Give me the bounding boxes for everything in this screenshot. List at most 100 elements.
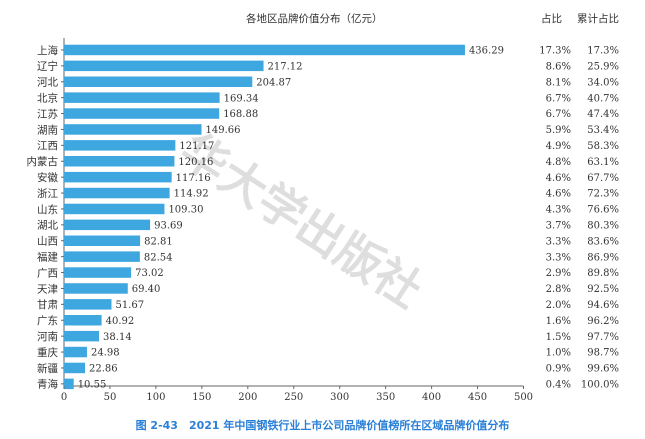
data-label: 69.40 [132, 284, 161, 295]
bar [64, 140, 176, 151]
bar [64, 60, 264, 72]
y-tick-label: 湖南 [37, 123, 58, 136]
share-value: 4.9% [546, 141, 571, 152]
share-column-header: 占比 [541, 13, 562, 25]
share-value: 2.8% [546, 284, 571, 295]
x-tick-label: 200 [238, 392, 257, 403]
bar [64, 203, 165, 215]
share-value: 3.3% [546, 236, 571, 247]
share-value: 2.0% [546, 300, 571, 311]
y-tick-label: 河南 [37, 330, 58, 343]
share-value: 4.8% [546, 157, 571, 168]
cumulative-column-header: 累计占比 [577, 13, 619, 25]
data-label: 109.30 [168, 205, 203, 216]
bar [64, 235, 141, 246]
data-label: 24.98 [91, 348, 120, 359]
cumulative-share-value: 98.7% [587, 348, 619, 359]
y-tick-label: 新疆 [37, 362, 58, 375]
y-tick-label: 江西 [37, 140, 58, 152]
cumulative-share-value: 99.6% [587, 364, 619, 375]
share-value: 8.6% [546, 61, 571, 72]
data-label: 149.66 [206, 125, 241, 136]
chart-title: 各地区品牌价值分布（亿元） [246, 13, 383, 25]
data-label: 204.87 [256, 77, 291, 88]
x-tick-label: 300 [330, 392, 349, 403]
share-value: 5.9% [546, 125, 571, 136]
figure-caption: 图 2-43 2021 年中国钢铁行业上市公司品牌价值榜所在区域品牌价值分布 [135, 419, 510, 432]
y-tick-label: 甘肃 [37, 298, 58, 311]
share-value: 3.7% [546, 220, 571, 231]
cumulative-share-value: 80.3% [587, 220, 619, 231]
y-tick-label: 上海 [37, 44, 58, 57]
cumulative-share-value: 67.7% [587, 173, 619, 184]
share-value: 1.5% [546, 332, 571, 343]
cumulative-share-value: 34.0% [587, 77, 619, 88]
y-tick-label: 江苏 [37, 107, 58, 120]
bar [64, 92, 220, 103]
cumulative-share-value: 53.4% [587, 125, 619, 136]
x-tick-label: 500 [514, 392, 533, 403]
cumulative-share-value: 40.7% [587, 93, 619, 104]
share-value: 1.0% [546, 348, 571, 359]
share-value: 3.3% [546, 252, 571, 263]
bar [64, 44, 465, 56]
x-tick-label: 50 [104, 392, 117, 403]
share-value: 17.3% [539, 46, 571, 57]
data-label: 217.12 [268, 61, 303, 72]
cumulative-share-value: 58.3% [587, 141, 619, 152]
y-tick-label: 天津 [37, 283, 58, 295]
data-label: 10.55 [78, 379, 107, 390]
share-value: 4.6% [546, 189, 571, 200]
data-label: 117.16 [176, 173, 211, 184]
data-label: 22.86 [89, 364, 118, 375]
share-value: 4.6% [546, 173, 571, 184]
y-tick-label: 山西 [37, 236, 58, 248]
data-label: 40.92 [106, 316, 135, 327]
bar [64, 299, 112, 310]
bar [64, 187, 170, 199]
data-label: 120.16 [178, 157, 213, 168]
share-value: 1.6% [546, 316, 571, 327]
bar [64, 108, 220, 119]
data-label: 114.92 [174, 189, 209, 200]
x-tick-label: 100 [146, 392, 165, 403]
share-value: 0.4% [546, 379, 571, 390]
x-tick-label: 150 [192, 392, 211, 403]
bar [64, 267, 132, 278]
data-label: 169.34 [224, 93, 259, 104]
cumulative-share-value: 83.6% [587, 236, 619, 247]
y-tick-label: 辽宁 [37, 60, 58, 73]
x-tick-label: 350 [376, 392, 395, 403]
cumulative-share-value: 97.7% [587, 332, 619, 343]
cumulative-share-value: 94.6% [587, 300, 619, 311]
cumulative-share-value: 17.3% [587, 46, 619, 57]
data-label: 51.67 [115, 300, 144, 311]
y-tick-label: 重庆 [37, 346, 58, 359]
bar [64, 378, 74, 390]
bar [64, 330, 100, 342]
bar [64, 219, 151, 231]
bar [64, 76, 253, 87]
share-value: 6.7% [546, 109, 571, 120]
data-label: 38.14 [103, 332, 132, 343]
y-tick-label: 山东 [37, 203, 58, 216]
x-tick-label: 250 [284, 392, 303, 403]
data-label: 436.29 [469, 46, 504, 57]
bar [64, 362, 86, 374]
data-label: 82.54 [144, 252, 173, 263]
bar [64, 283, 128, 294]
bar [64, 171, 172, 183]
cumulative-share-value: 86.9% [587, 252, 619, 263]
share-value: 6.7% [546, 93, 571, 104]
y-tick-label: 广东 [37, 314, 58, 327]
cumulative-share-value: 72.3% [587, 189, 619, 200]
y-tick-label: 广西 [37, 267, 58, 279]
share-value: 2.9% [546, 268, 571, 279]
share-value: 0.9% [546, 364, 571, 375]
bar [64, 251, 140, 262]
y-tick-label: 湖北 [37, 220, 58, 232]
bar [64, 124, 202, 135]
bar [64, 315, 102, 326]
cumulative-share-value: 76.6% [587, 205, 619, 216]
